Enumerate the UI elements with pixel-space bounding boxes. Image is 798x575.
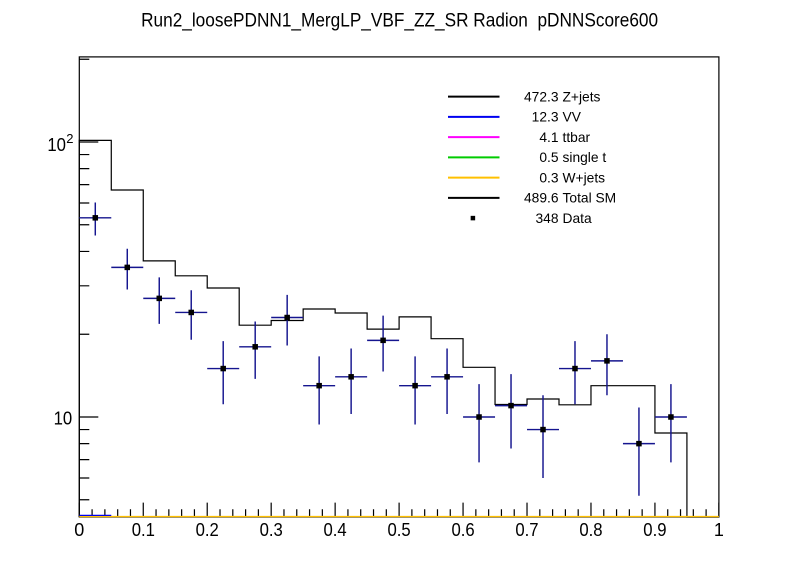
svg-text:0.4: 0.4 xyxy=(324,520,347,540)
svg-text:0.2: 0.2 xyxy=(196,520,219,540)
svg-text:W+jets: W+jets xyxy=(563,170,606,185)
svg-text:0.1: 0.1 xyxy=(132,520,155,540)
svg-text:0.3: 0.3 xyxy=(260,520,283,540)
svg-text:472.3: 472.3 xyxy=(524,89,559,104)
svg-text:10: 10 xyxy=(47,135,66,155)
svg-text:10: 10 xyxy=(54,409,73,429)
svg-text:Run2_loosePDNN1_MergLP_VBF_ZZ_: Run2_loosePDNN1_MergLP_VBF_ZZ_SR Radion … xyxy=(141,11,658,32)
svg-text:12.3: 12.3 xyxy=(532,110,559,125)
svg-text:0.3: 0.3 xyxy=(539,170,559,185)
svg-text:0.5: 0.5 xyxy=(539,150,559,165)
svg-text:0: 0 xyxy=(74,520,84,540)
svg-text:single t: single t xyxy=(563,150,607,165)
svg-text:0.6: 0.6 xyxy=(452,520,475,540)
svg-text:VV: VV xyxy=(563,110,582,125)
svg-text:0.5: 0.5 xyxy=(388,520,411,540)
svg-text:ttbar: ttbar xyxy=(563,130,591,145)
svg-text:489.6: 489.6 xyxy=(524,191,559,206)
svg-text:Data: Data xyxy=(563,211,592,226)
svg-text:0.8: 0.8 xyxy=(579,520,602,540)
svg-text:0.7: 0.7 xyxy=(515,520,538,540)
svg-text:Total SM: Total SM xyxy=(563,191,617,206)
svg-text:Z+jets: Z+jets xyxy=(563,89,601,104)
svg-text:1: 1 xyxy=(714,520,724,540)
svg-text:348: 348 xyxy=(535,211,558,226)
svg-text:4.1: 4.1 xyxy=(539,130,558,145)
svg-text:2: 2 xyxy=(66,131,73,146)
svg-text:0.9: 0.9 xyxy=(643,520,666,540)
